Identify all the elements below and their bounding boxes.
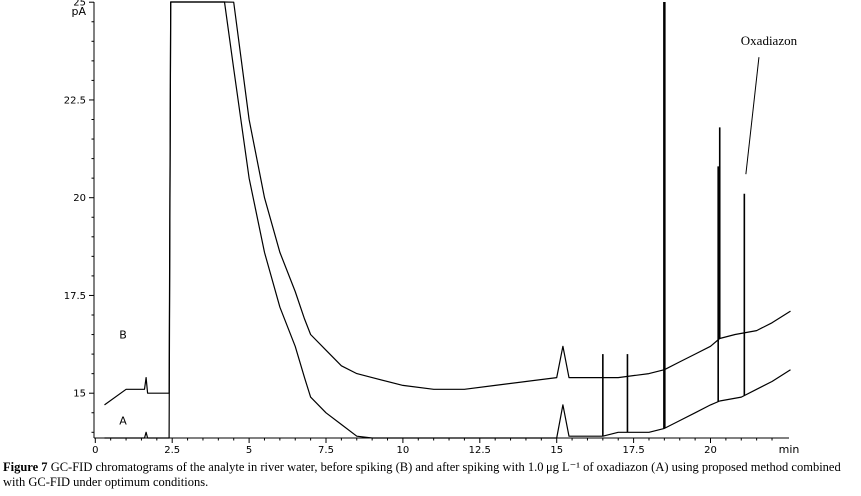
x-tick-label: 2.5 bbox=[164, 445, 180, 455]
x-tick-label: 5 bbox=[246, 445, 252, 455]
y-tick-label: 22.5 bbox=[64, 95, 86, 106]
trace-label-b: B bbox=[119, 328, 127, 341]
y-tick-label: 17.5 bbox=[64, 291, 86, 302]
series-layer bbox=[104, 1, 791, 439]
x-tick-label: 20 bbox=[704, 445, 717, 455]
annotation-leader-line bbox=[745, 57, 760, 175]
trace-b-line bbox=[104, 1, 791, 406]
x-unit-label: min bbox=[779, 443, 800, 455]
figure-caption: Figure 7 GC-FID chromatograms of the ana… bbox=[3, 460, 859, 490]
caption-text: GC-FID chromatograms of the analyte in r… bbox=[3, 460, 841, 489]
x-tick-label: 0 bbox=[92, 445, 98, 455]
label-layer: B A Oxadiazon bbox=[119, 33, 797, 427]
y-unit-label: pA bbox=[71, 5, 86, 18]
x-tick-label: 7.5 bbox=[318, 445, 334, 455]
chromatogram-chart: 1517.52022.52527.53032.5pA02.557.51012.5… bbox=[64, 0, 800, 455]
x-tick-label: 12.5 bbox=[469, 445, 491, 455]
trace-label-a: A bbox=[119, 414, 127, 427]
chromatogram-svg: 1517.52022.52527.53032.5pA02.557.51012.5… bbox=[64, 0, 800, 455]
figure-number: Figure 7 bbox=[3, 460, 48, 474]
x-tick-label: 15 bbox=[550, 445, 563, 455]
x-tick-label: 17.5 bbox=[622, 445, 644, 455]
axes-layer: 1517.52022.52527.53032.5pA02.557.51012.5… bbox=[64, 0, 800, 455]
oxadiazon-annotation: Oxadiazon bbox=[741, 33, 798, 48]
x-tick-label: 10 bbox=[397, 445, 410, 455]
y-tick-label: 25 bbox=[73, 0, 86, 9]
y-tick-label: 15 bbox=[73, 389, 86, 400]
trace-a-line bbox=[104, 1, 791, 439]
y-tick-label: 20 bbox=[73, 193, 86, 204]
